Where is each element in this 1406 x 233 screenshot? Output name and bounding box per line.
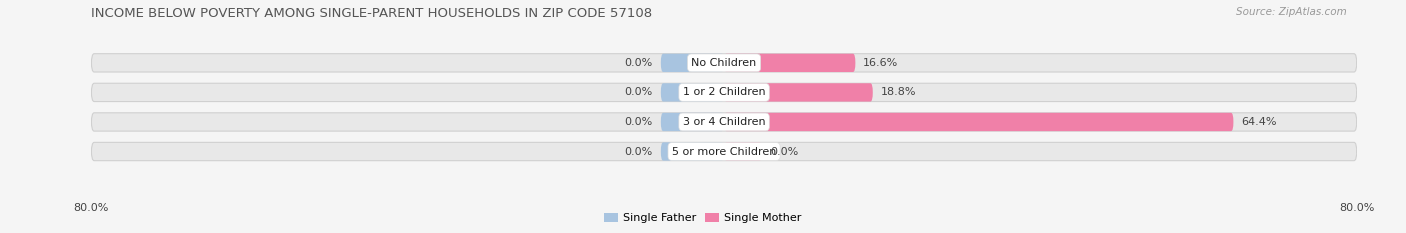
FancyBboxPatch shape [91,54,1357,72]
Text: 0.0%: 0.0% [624,117,652,127]
Text: INCOME BELOW POVERTY AMONG SINGLE-PARENT HOUSEHOLDS IN ZIP CODE 57108: INCOME BELOW POVERTY AMONG SINGLE-PARENT… [91,7,652,20]
FancyBboxPatch shape [91,113,1357,131]
Text: 64.4%: 64.4% [1241,117,1277,127]
Legend: Single Father, Single Mother: Single Father, Single Mother [600,208,806,227]
Text: 3 or 4 Children: 3 or 4 Children [683,117,765,127]
FancyBboxPatch shape [91,142,1357,161]
Text: No Children: No Children [692,58,756,68]
Text: 0.0%: 0.0% [624,87,652,97]
FancyBboxPatch shape [661,113,724,131]
FancyBboxPatch shape [724,83,873,102]
Text: 0.0%: 0.0% [624,58,652,68]
Text: 1 or 2 Children: 1 or 2 Children [683,87,765,97]
FancyBboxPatch shape [724,113,1233,131]
FancyBboxPatch shape [661,83,724,102]
FancyBboxPatch shape [91,83,1357,102]
Text: 16.6%: 16.6% [863,58,898,68]
FancyBboxPatch shape [661,142,724,161]
Text: 0.0%: 0.0% [770,147,799,157]
Text: 0.0%: 0.0% [624,147,652,157]
FancyBboxPatch shape [661,54,724,72]
Text: 5 or more Children: 5 or more Children [672,147,776,157]
FancyBboxPatch shape [724,54,855,72]
FancyBboxPatch shape [724,142,762,161]
Text: Source: ZipAtlas.com: Source: ZipAtlas.com [1236,7,1347,17]
Text: 18.8%: 18.8% [880,87,917,97]
